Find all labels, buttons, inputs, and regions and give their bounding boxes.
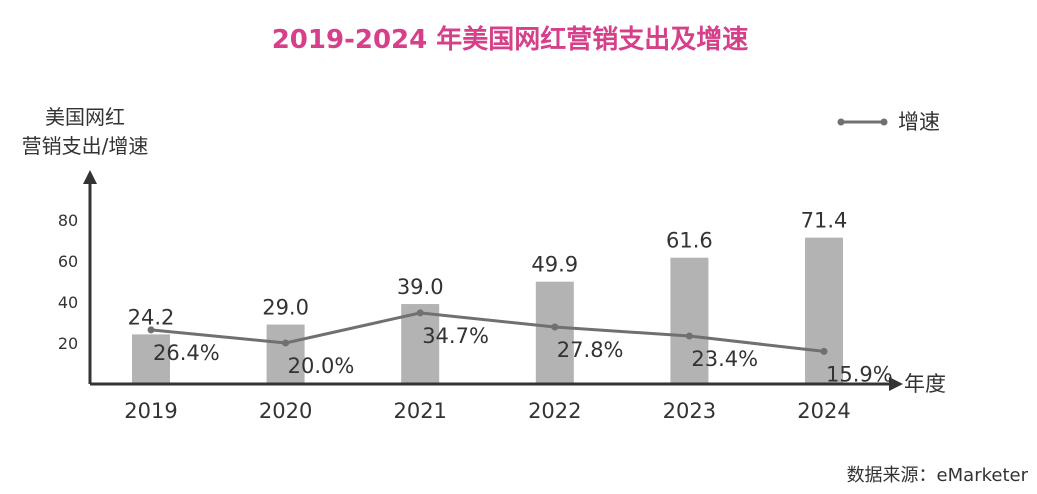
- bar-value-label: 29.0: [262, 296, 309, 320]
- legend-marker-right: [880, 118, 888, 126]
- y-tick-label: 40: [58, 293, 78, 312]
- growth-value-label: 23.4%: [691, 347, 758, 371]
- bar: [266, 324, 305, 384]
- x-axis-label: 年度: [904, 372, 946, 396]
- legend-marker-left: [837, 118, 845, 126]
- growth-value-label: 15.9%: [826, 362, 893, 386]
- x-tick-label: 2023: [663, 399, 716, 423]
- growth-line: [150, 311, 825, 353]
- growth-value-label: 27.8%: [557, 338, 624, 362]
- bar: [132, 334, 170, 384]
- growth-point: [551, 323, 559, 331]
- growth-value-label: 26.4%: [153, 341, 220, 365]
- chart-title: 2019-2024 年美国网红营销支出及增速: [272, 24, 749, 55]
- growth-point: [147, 326, 155, 334]
- bar-value-label: 49.9: [531, 253, 578, 277]
- x-axis-arrow: [889, 377, 903, 391]
- bar: [401, 304, 440, 384]
- x-tick-label: 2022: [528, 399, 581, 423]
- y-axis-arrow: [83, 170, 97, 184]
- growth-point: [282, 339, 290, 347]
- growth-value-label: 34.7%: [422, 324, 489, 348]
- growth-point: [416, 309, 424, 317]
- growth-point: [685, 332, 693, 340]
- x-tick-label: 2020: [259, 399, 312, 423]
- data-label-group: 24.2 29.0 39.0 49.9 61.6 71.4 26.4% 20.0% 34.7% 2…: [128, 209, 893, 387]
- bar-value-label: 61.6: [666, 229, 713, 253]
- x-tick-label: 2019: [124, 399, 177, 423]
- legend-label: 增速: [898, 110, 940, 134]
- bar: [805, 237, 843, 384]
- growth-line-group: [147, 309, 828, 355]
- bar-value-label: 71.4: [801, 209, 848, 233]
- x-tick-label: 2024: [797, 399, 850, 423]
- axes: 20 40 60 80 2019 2020 2021 2022 2023 2024: [58, 170, 903, 423]
- x-tick-label: 2021: [393, 399, 446, 423]
- bar-value-label: 24.2: [128, 305, 175, 329]
- y-tick-label: 80: [58, 211, 78, 230]
- bar-value-label: 39.0: [397, 275, 444, 299]
- bar-group: [132, 237, 843, 384]
- bar: [535, 281, 574, 384]
- legend: 增速: [837, 110, 940, 134]
- y-axis-label-line2: 营销支出/增速: [22, 134, 149, 158]
- growth-point: [820, 347, 828, 355]
- y-tick-label: 60: [58, 252, 78, 271]
- source-note: 数据来源：eMarketer: [847, 465, 1029, 486]
- bar: [670, 257, 709, 384]
- y-axis-label-line1: 美国网红: [45, 105, 125, 129]
- y-tick-label: 20: [58, 334, 78, 353]
- growth-value-label: 20.0%: [288, 354, 355, 378]
